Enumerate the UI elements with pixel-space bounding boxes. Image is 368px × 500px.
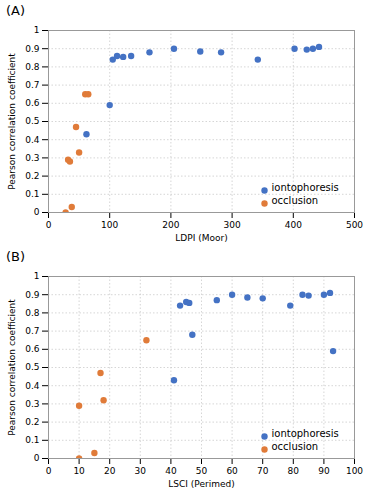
svg-text:0.2: 0.2 [25,417,39,427]
svg-text:0.6: 0.6 [25,98,40,108]
svg-text:0.3: 0.3 [25,153,39,163]
svg-text:40: 40 [165,466,177,476]
svg-text:Pearson correlation coefficien: Pearson correlation coefficient [7,53,17,190]
svg-text:20: 20 [104,466,116,476]
svg-text:80: 80 [288,466,300,476]
svg-text:0.5: 0.5 [25,116,39,126]
svg-text:Pearson correlation coefficien: Pearson correlation coefficient [7,299,17,436]
svg-text:0.2: 0.2 [25,171,39,181]
html-text:(A): (A) [6,3,25,18]
svg-text:0.1: 0.1 [25,189,39,199]
svg-text:0.5: 0.5 [25,362,39,372]
svg-text:200: 200 [162,220,179,230]
svg-text:1: 1 [34,271,40,281]
svg-text:0.9: 0.9 [25,44,40,54]
svg-text:100: 100 [346,466,363,476]
svg-text:0: 0 [46,220,52,230]
svg-text:30: 30 [135,466,147,476]
svg-text:iontophoresis: iontophoresis [272,428,339,439]
svg-text:400: 400 [285,220,302,230]
svg-text:0: 0 [46,466,52,476]
svg-text:0.3: 0.3 [25,399,39,409]
svg-text:300: 300 [224,220,241,230]
svg-text:100: 100 [101,220,118,230]
svg-text:500: 500 [346,220,363,230]
svg-text:90: 90 [318,466,330,476]
svg-text:0.9: 0.9 [25,290,40,300]
svg-text:60: 60 [226,466,238,476]
svg-text:70: 70 [257,466,269,476]
html-text:(B): (B) [6,249,26,264]
svg-text:50: 50 [196,466,208,476]
svg-text:occlusion: occlusion [272,195,319,206]
svg-text:1: 1 [34,25,40,35]
svg-text:0.1: 0.1 [25,435,39,445]
svg-text:0: 0 [34,453,40,463]
svg-text:iontophoresis: iontophoresis [272,182,339,193]
svg-text:LDPI (Moor): LDPI (Moor) [175,233,227,243]
svg-text:0.8: 0.8 [25,62,40,72]
svg-text:0.4: 0.4 [25,135,40,145]
svg-text:LSCI (Perimed): LSCI (Perimed) [168,479,234,489]
svg-text:0.7: 0.7 [25,80,39,90]
svg-text:10: 10 [73,466,85,476]
svg-text:0.4: 0.4 [25,381,40,391]
svg-text:0.6: 0.6 [25,344,40,354]
svg-text:0.8: 0.8 [25,308,40,318]
svg-text:0: 0 [34,207,40,217]
svg-text:occlusion: occlusion [272,441,319,452]
svg-text:0.7: 0.7 [25,326,39,336]
